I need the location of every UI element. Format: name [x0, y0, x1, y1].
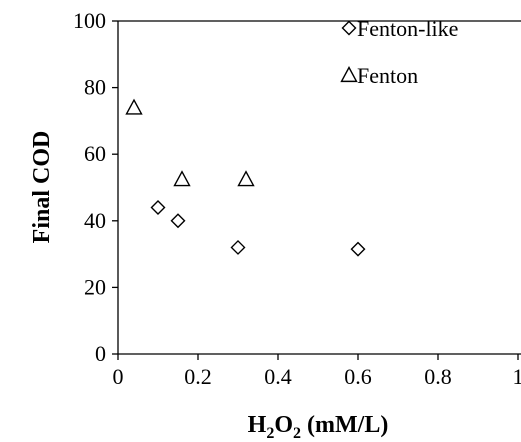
x-tick-label: 0.8	[424, 364, 452, 389]
legend-marker-diamond	[341, 20, 357, 36]
data-point-diamond	[150, 199, 166, 215]
y-tick-label: 100	[73, 8, 106, 33]
y-tick-label: 40	[84, 208, 106, 233]
x-tick-label: 0	[113, 364, 124, 389]
x-tick-label: 1	[513, 364, 521, 389]
y-axis: 0 20 40 60 80 100	[73, 8, 119, 366]
data-point-triangle	[125, 98, 143, 115]
data-point-diamond	[230, 239, 246, 255]
x-tick-label: 0.2	[184, 364, 212, 389]
x-axis: 0 0.2 0.4 0.6 0.8 1	[113, 353, 521, 389]
data-point-triangle	[237, 170, 255, 187]
y-tick-label: 20	[84, 274, 106, 299]
legend-marker-triangle	[340, 66, 358, 83]
data-point-diamond	[350, 241, 366, 257]
y-axis-title: Final COD	[29, 131, 55, 244]
data-point-triangle	[173, 170, 191, 187]
x-tick-label: 0.4	[264, 364, 292, 389]
y-tick-label: 0	[95, 341, 106, 366]
legend: Fenton-like Fenton	[340, 16, 458, 88]
data-point-diamond	[170, 213, 186, 229]
x-axis-title: H2O2 (mM/L)	[248, 412, 389, 442]
y-tick-label: 80	[84, 75, 106, 100]
legend-label: Fenton-like	[357, 16, 458, 41]
y-tick-label: 60	[84, 141, 106, 166]
legend-label: Fenton	[357, 63, 418, 88]
data-markers	[125, 98, 366, 257]
x-tick-label: 0.6	[344, 364, 372, 389]
